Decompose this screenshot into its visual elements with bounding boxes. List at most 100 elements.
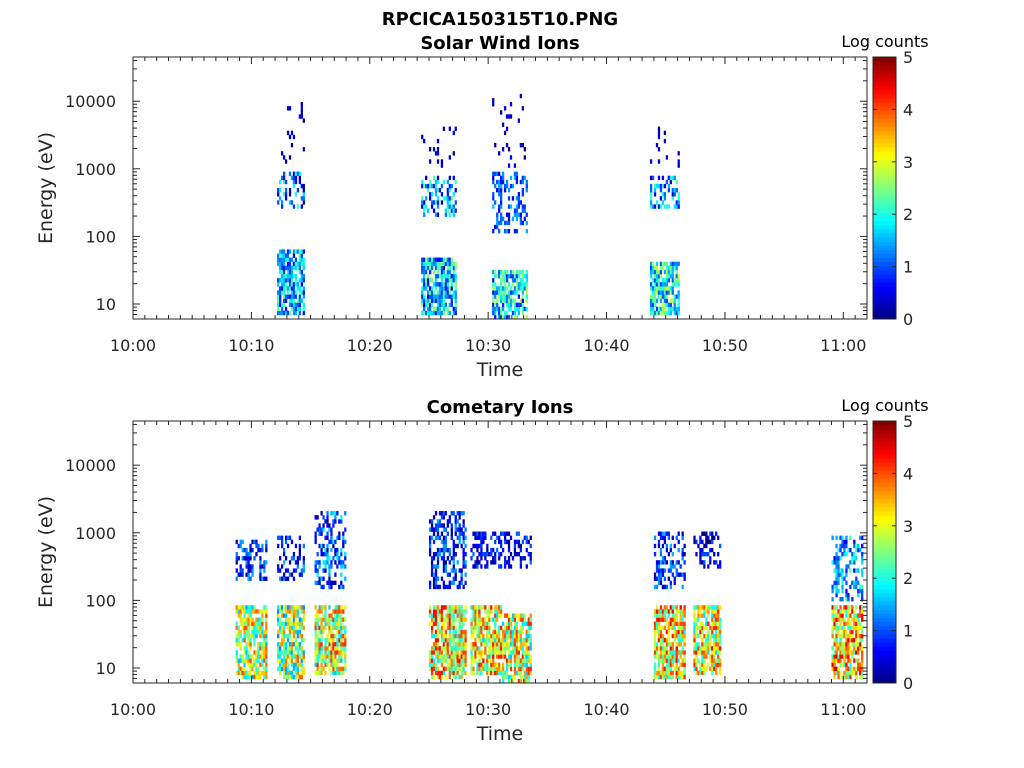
- spectrogram-cell: [653, 183, 657, 189]
- spectrogram-cell: [663, 674, 667, 680]
- spectrogram-cell: [249, 552, 252, 557]
- spectrogram-cell: [681, 633, 684, 639]
- spectrogram-cell: [671, 269, 674, 275]
- spectrogram-cell: [294, 605, 298, 610]
- spectrogram-cell: [462, 642, 465, 647]
- spectrogram-cell: [683, 633, 686, 639]
- spectrogram-cell: [855, 621, 858, 626]
- spectrogram-cell: [448, 302, 451, 308]
- spectrogram-cell: [665, 654, 669, 659]
- spectrogram-cell: [857, 568, 860, 573]
- spectrogram-cell: [294, 179, 298, 185]
- spectrogram-cell: [496, 633, 499, 639]
- spectrogram-cell: [326, 515, 329, 520]
- spectrogram-cell: [521, 192, 524, 197]
- spectrogram-cell: [500, 646, 503, 651]
- spectrogram-cell: [655, 564, 659, 569]
- spectrogram-cell: [478, 560, 481, 565]
- spectrogram-cell: [294, 658, 298, 663]
- spectrogram-cell: [855, 629, 858, 635]
- spectrogram-cell: [503, 228, 507, 234]
- spectrogram-cell: [707, 621, 710, 626]
- spectrogram-cell: [853, 613, 856, 618]
- spectrogram-cell: [683, 662, 686, 667]
- spectrogram-cell: [649, 310, 653, 316]
- spectrogram-cell: [505, 179, 509, 185]
- spectrogram-cell: [651, 261, 655, 267]
- spectrogram-cell: [432, 175, 436, 181]
- colorbar-swatch: [873, 552, 896, 557]
- spectrogram-cell: [432, 200, 436, 205]
- spectrogram-cell: [454, 646, 457, 651]
- spectrogram-cell: [436, 519, 440, 524]
- spectrogram-cell: [320, 666, 323, 672]
- spectrogram-cell: [501, 294, 505, 299]
- spectrogram-cell: [448, 617, 451, 622]
- spectrogram-cell: [446, 556, 449, 561]
- spectrogram-cell: [665, 637, 669, 643]
- spectrogram-cell: [659, 273, 663, 279]
- spectrogram-cell: [653, 265, 657, 271]
- spectrogram-cell: [277, 666, 280, 672]
- spectrogram-cell: [480, 621, 483, 626]
- spectrogram-cell: [659, 568, 663, 573]
- spectrogram-cell: [298, 535, 302, 541]
- spectrogram-cell: [681, 670, 684, 676]
- spectrogram-cell: [500, 625, 503, 631]
- spectrogram-cell: [450, 617, 453, 622]
- spectrogram-cell: [464, 527, 467, 532]
- spectrogram-cell: [423, 138, 426, 144]
- spectrogram-cell: [282, 155, 286, 160]
- spectrogram-cell: [294, 666, 298, 672]
- colorbar-swatch: [873, 192, 896, 197]
- spectrogram-cell: [657, 568, 661, 573]
- spectrogram-cell: [847, 617, 850, 622]
- spectrogram-cell: [498, 556, 501, 561]
- spectrogram-cell: [515, 179, 519, 185]
- x-tick-label: 11:00: [820, 336, 866, 355]
- spectrogram-cell: [296, 265, 300, 271]
- spectrogram-cell: [488, 670, 491, 676]
- spectrogram-cell: [324, 625, 327, 631]
- spectrogram-cell: [324, 552, 327, 557]
- spectrogram-cell: [515, 670, 519, 676]
- spectrogram-cell: [251, 662, 254, 667]
- spectrogram-cell: [280, 175, 284, 181]
- spectrogram-cell: [490, 646, 493, 651]
- spectrogram-cell: [476, 617, 479, 622]
- spectrogram-cell: [235, 560, 238, 565]
- spectrogram-cell: [486, 642, 489, 647]
- spectrogram-cell: [235, 654, 238, 659]
- spectrogram-cell: [450, 666, 453, 672]
- spectrogram-cell: [655, 310, 659, 316]
- spectrogram-cell: [428, 621, 432, 626]
- spectrogram-cell: [434, 535, 438, 541]
- colorbar-swatch: [873, 568, 896, 573]
- spectrogram-cell: [661, 662, 665, 667]
- spectrogram-cell: [314, 637, 317, 643]
- spectrogram-cell: [476, 646, 479, 651]
- spectrogram-cell: [284, 192, 288, 197]
- spectrogram-cell: [679, 609, 682, 614]
- spectrogram-cell: [448, 286, 451, 291]
- spectrogram-cell: [521, 290, 524, 295]
- spectrogram-cell: [529, 552, 532, 557]
- x-axis-label: Time: [476, 723, 524, 745]
- spectrogram-cell: [454, 617, 457, 622]
- spectrogram-cell: [857, 547, 860, 553]
- spectrogram-cell: [703, 654, 706, 659]
- spectrogram-cell: [519, 617, 522, 622]
- spectrogram-cell: [253, 629, 256, 635]
- spectrogram-cell: [239, 613, 242, 618]
- spectrogram-cell: [432, 552, 436, 557]
- colorbar-swatch: [873, 617, 896, 623]
- spectrogram-cell: [462, 666, 465, 672]
- colorbar-swatch: [873, 609, 896, 614]
- spectrogram-cell: [458, 617, 461, 622]
- spectrogram-cell: [257, 666, 260, 672]
- spectrogram-cell: [290, 142, 294, 148]
- spectrogram-cell: [671, 290, 674, 295]
- spectrogram-cell: [428, 605, 432, 610]
- spectrogram-cell: [494, 637, 497, 643]
- spectrogram-cell: [519, 625, 522, 631]
